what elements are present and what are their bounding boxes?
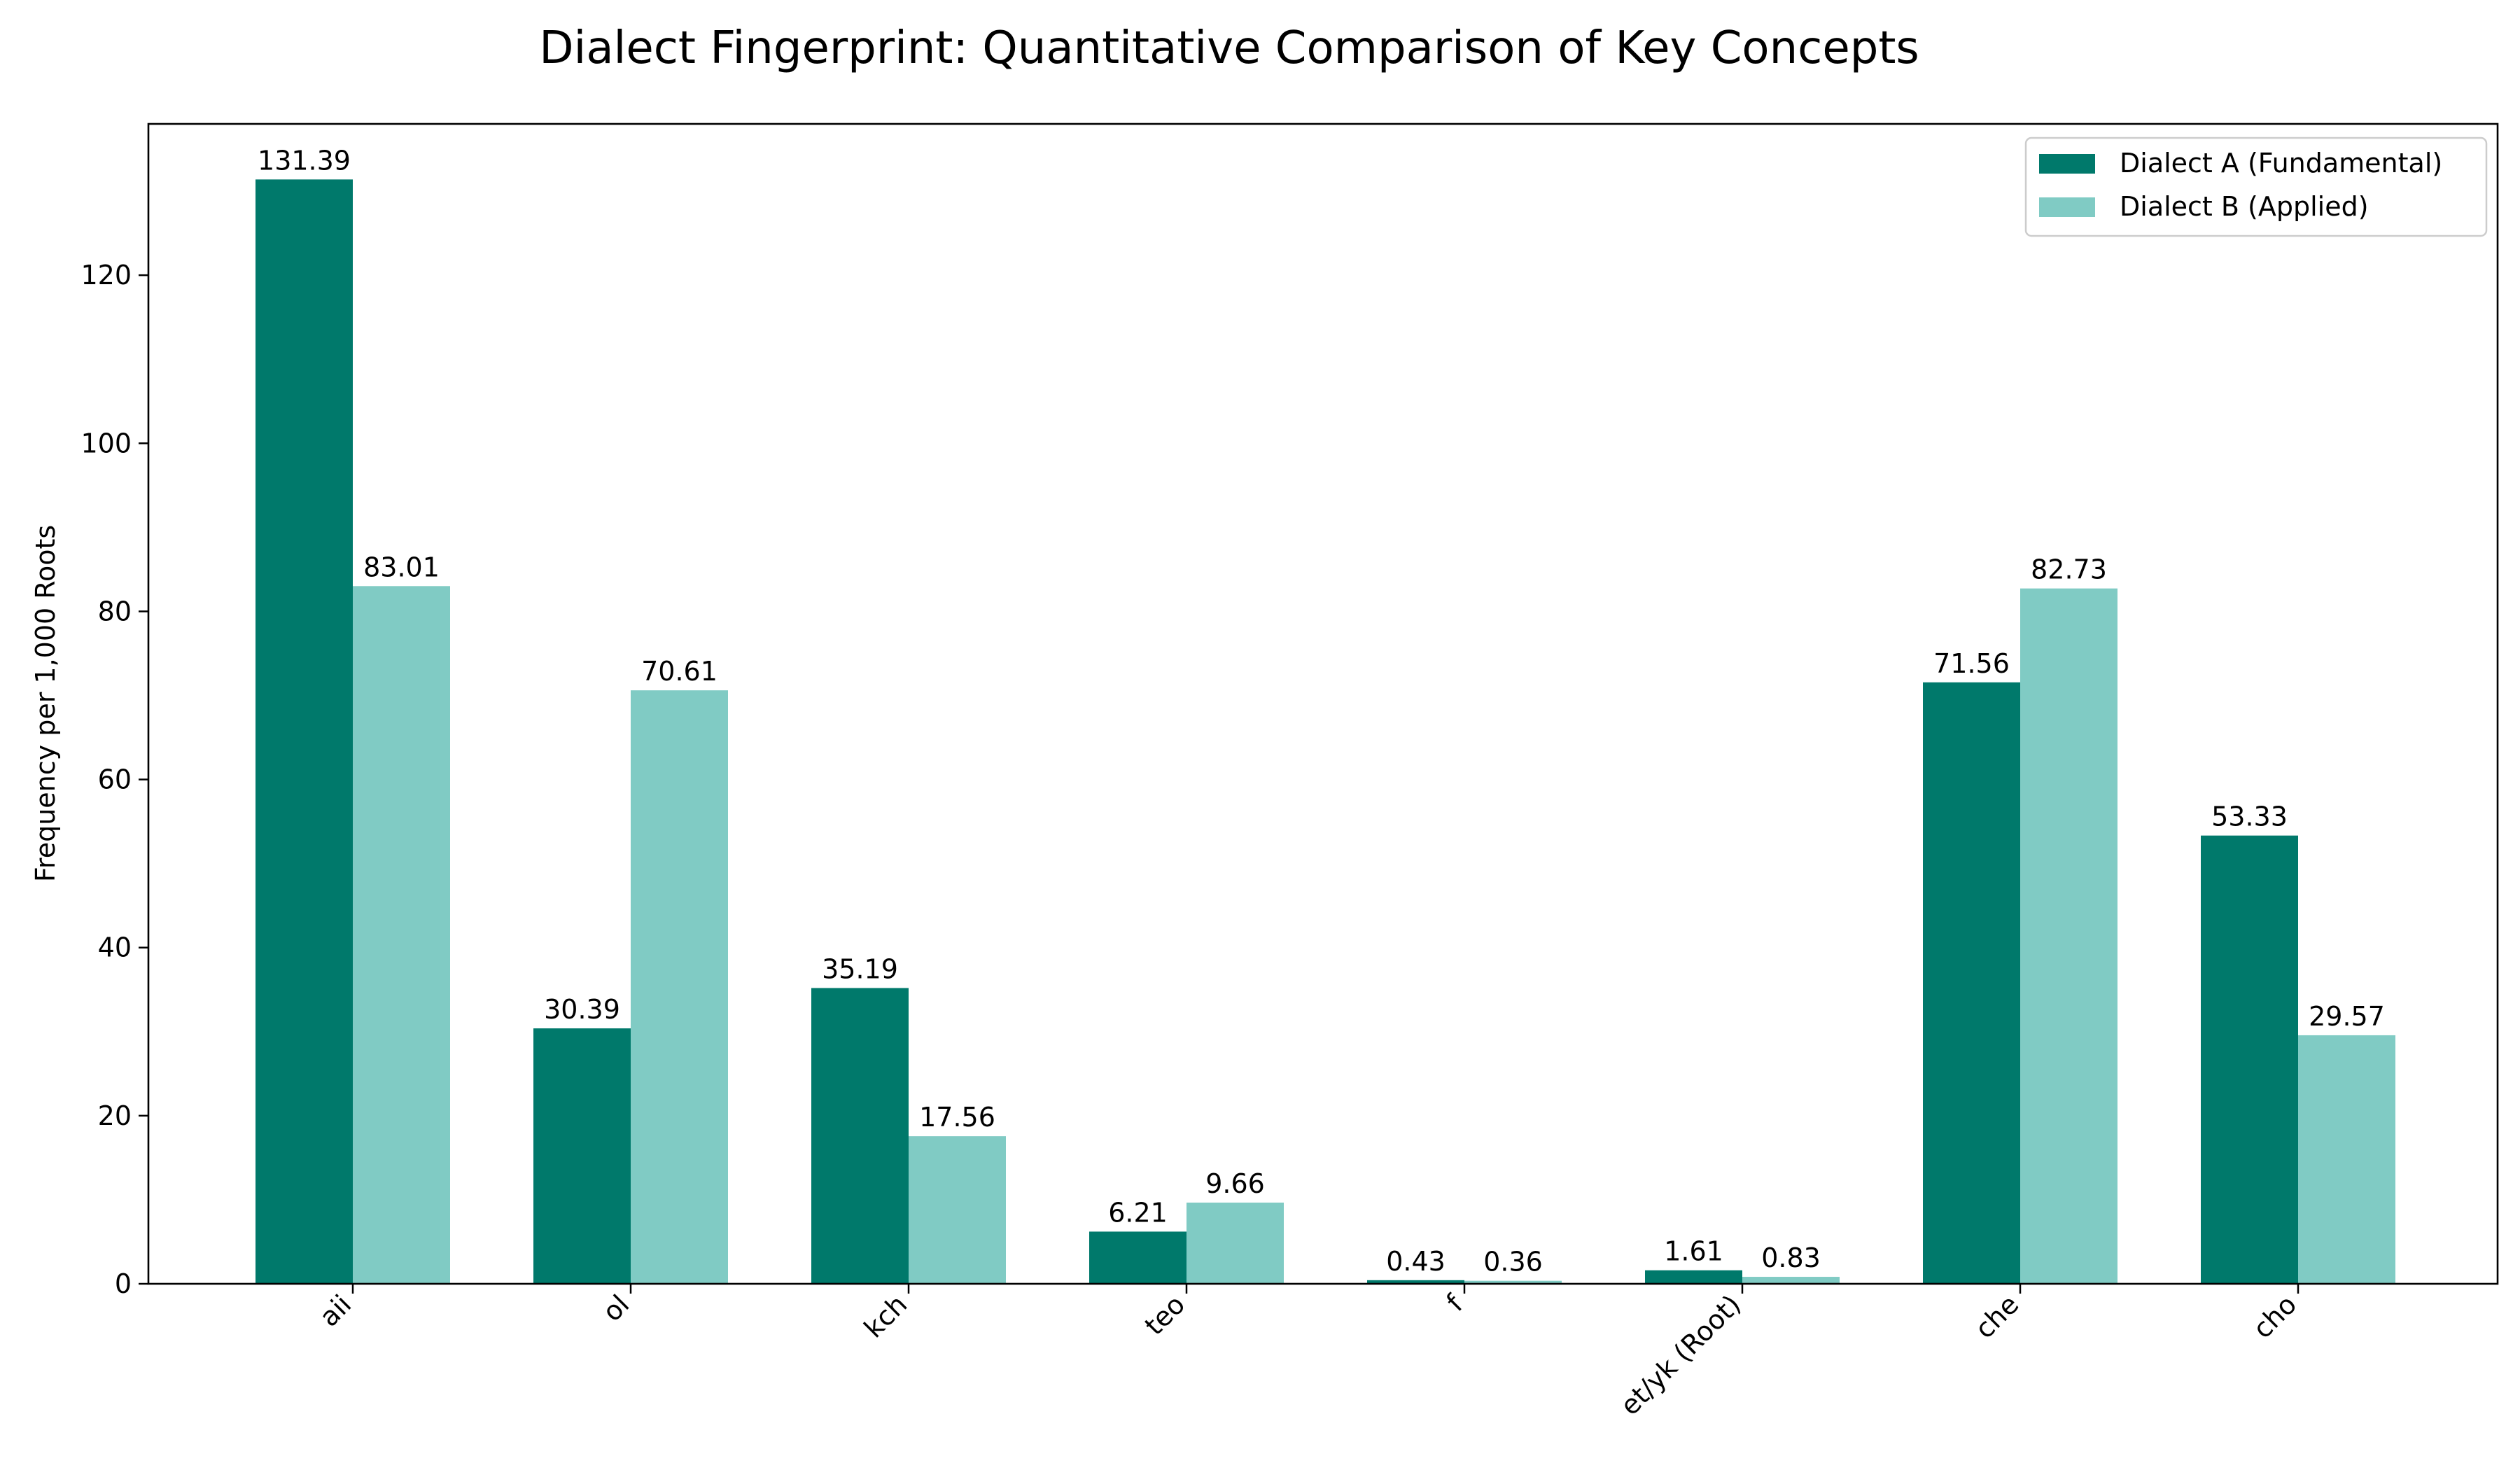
bar-value-label: 6.21 (1108, 1197, 1168, 1228)
bar-value-label: 35.19 (822, 953, 898, 984)
bar-value-label: 0.43 (1386, 1246, 1446, 1277)
bar-dialect-b (2020, 588, 2118, 1284)
bar-dialect-b (909, 1136, 1006, 1284)
bar-dialect-a (255, 179, 353, 1284)
bar-value-label: 53.33 (2211, 802, 2288, 832)
bar-value-label: 29.57 (2309, 1001, 2385, 1032)
legend-label-dialect-b: Dialect B (Applied) (2120, 191, 2369, 222)
y-axis-label: Frequency per 1,000 Roots (30, 525, 61, 882)
bar-value-label: 0.83 (1761, 1242, 1821, 1273)
bar-dialect-b (2298, 1035, 2395, 1284)
plot-frame (147, 122, 2499, 1285)
legend-box (2024, 136, 2488, 237)
bar-value-label: 1.61 (1664, 1236, 1723, 1267)
bar-dialect-a (1367, 1280, 1464, 1284)
bar-value-label: 83.01 (363, 552, 440, 582)
bar-value-label: 82.73 (2031, 554, 2107, 585)
chart-title: Dialect Fingerprint: Quantitative Compar… (539, 22, 1919, 74)
y-tick-label: 0 (115, 1268, 132, 1299)
y-tick-label: 100 (80, 428, 132, 458)
legend-swatch-dialect-b (2039, 197, 2095, 217)
bar-value-label: 0.36 (1483, 1247, 1543, 1278)
y-tick-label: 20 (98, 1100, 132, 1131)
bar-dialect-a (2201, 835, 2298, 1284)
bars (255, 179, 2395, 1284)
bar-dialect-b (1464, 1280, 1562, 1284)
bar-value-label: 70.61 (641, 656, 718, 687)
bar-dialect-b (1186, 1203, 1284, 1284)
y-tick-label: 120 (80, 260, 132, 290)
bar-value-label: 131.39 (258, 145, 351, 176)
bar-dialect-a (811, 988, 909, 1284)
y-tick-label: 80 (98, 596, 132, 626)
legend-label-dialect-a: Dialect A (Fundamental) (2120, 148, 2442, 178)
legend-swatch-dialect-a (2039, 154, 2095, 174)
bar-dialect-a (1089, 1231, 1186, 1284)
bar-dialect-b (353, 586, 450, 1284)
bar-dialect-a (533, 1028, 631, 1284)
data-labels: 131.39 30.39 35.19 6.21 0.43 1.61 71.56 53.33 83… (258, 145, 2385, 1277)
bar-value-label: 17.56 (919, 1102, 995, 1133)
bar-dialect-a (1923, 682, 2020, 1284)
y-tick-label: 60 (98, 764, 132, 795)
bar-dialect-b (631, 690, 728, 1284)
y-tick-label: 40 (98, 932, 132, 963)
bar-value-label: 71.56 (1933, 648, 2010, 679)
legend: Dialect A (Fundamental) Dialect B (Appli… (2024, 136, 2488, 237)
bar-value-label: 9.66 (1205, 1168, 1265, 1199)
bar-value-label: 30.39 (544, 994, 620, 1025)
bar-dialect-b (1742, 1277, 1840, 1284)
bar-dialect-a (1645, 1270, 1742, 1284)
